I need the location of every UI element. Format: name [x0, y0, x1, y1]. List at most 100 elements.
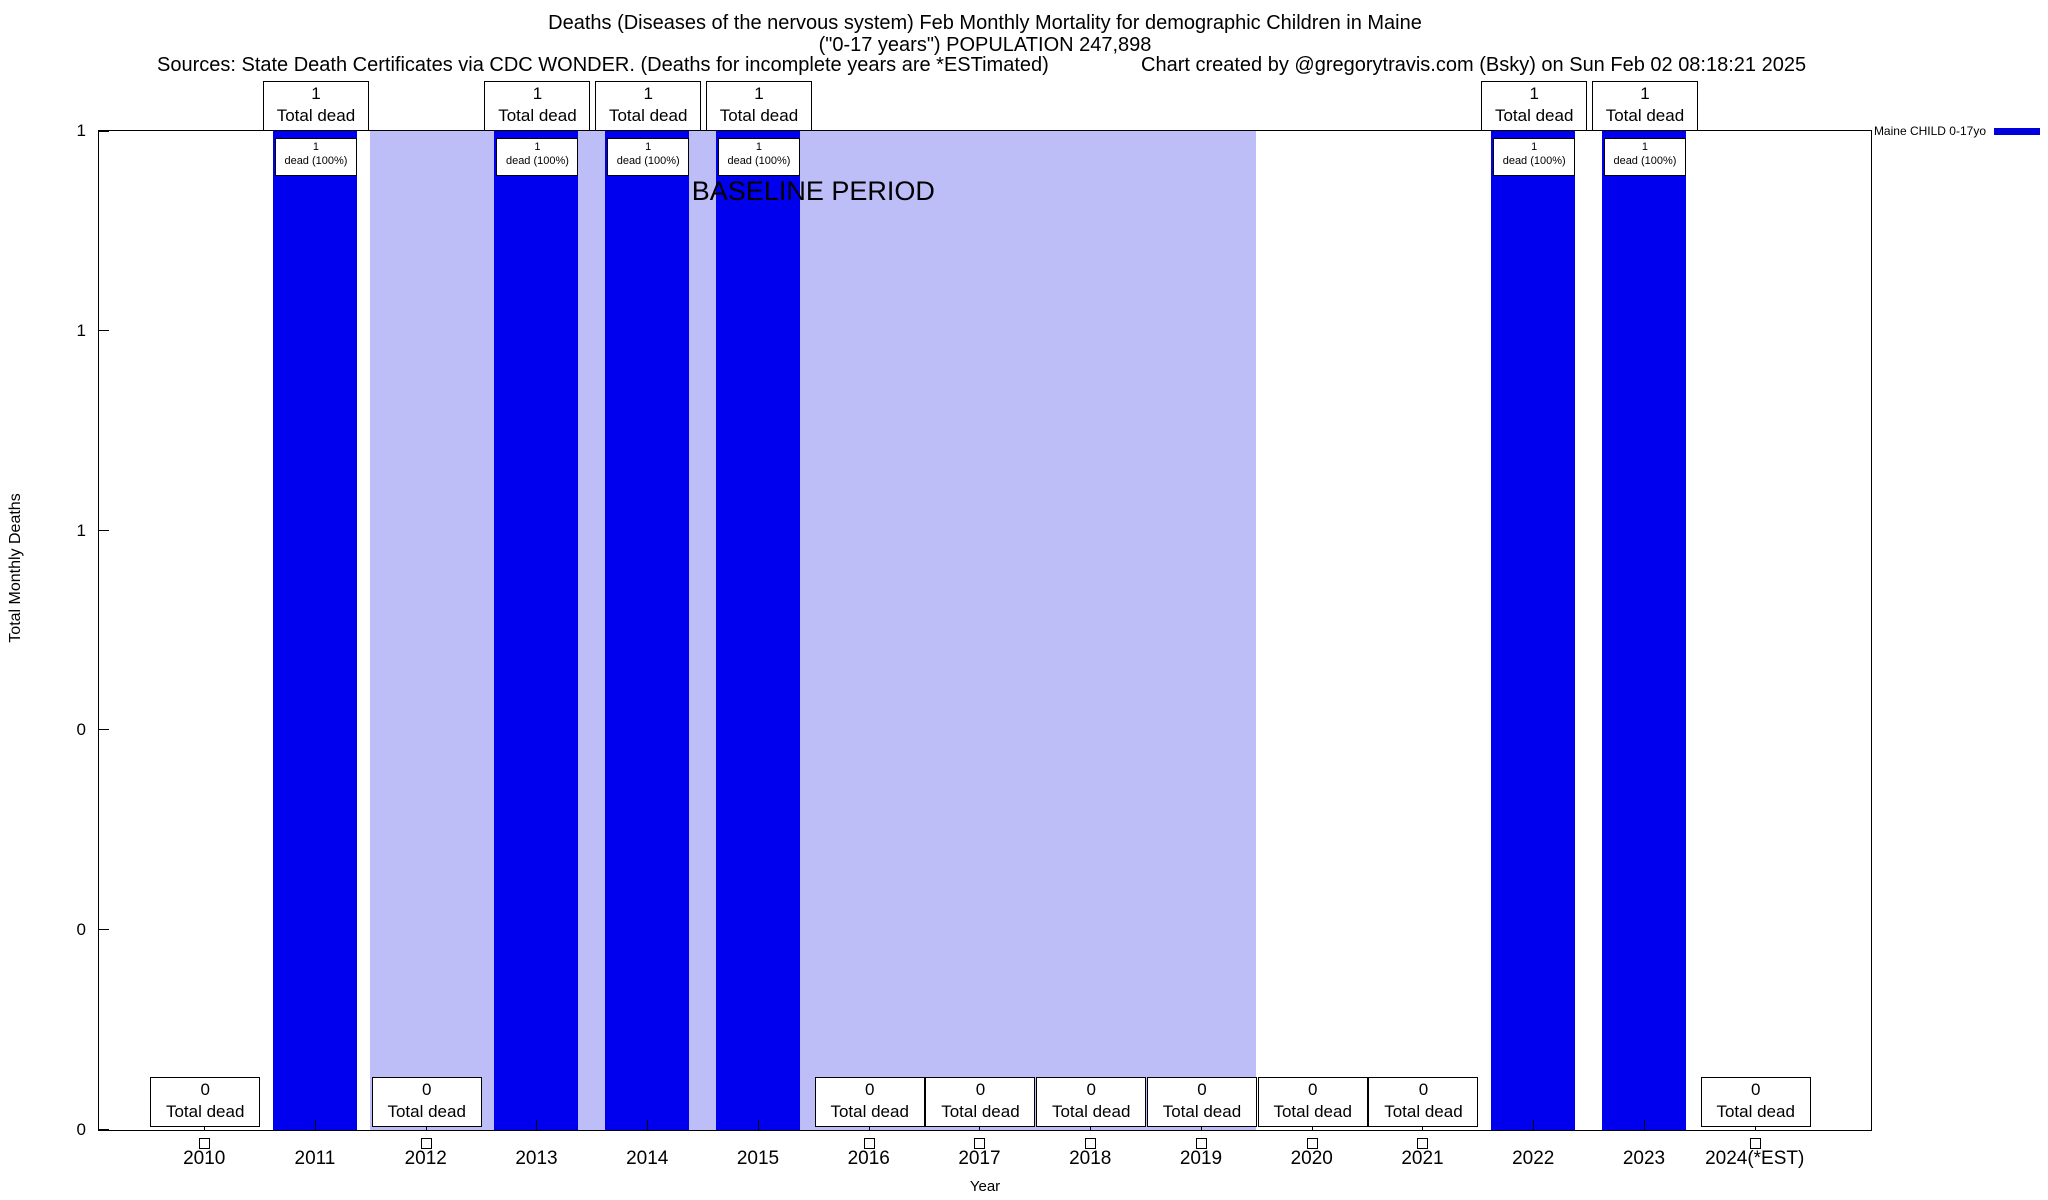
total-dead-box-2015: 1 Total dead: [705, 81, 812, 131]
total-dead-value: 0: [200, 1080, 210, 1099]
total-dead-label: Total dead: [1273, 1102, 1352, 1121]
legend: Maine CHILD 0-17yo: [1874, 124, 2040, 138]
x-tick-mark: [1643, 1120, 1645, 1130]
bar-annotation-2023: 1 dead (100%): [1603, 138, 1686, 176]
y-tick-label: 0: [76, 720, 86, 740]
bar-annotation-pct: dead (100%): [1613, 155, 1677, 167]
total-dead-box-2021: 0 Total dead: [1368, 1077, 1479, 1127]
bar-annotation-pct: dead (100%): [505, 155, 569, 167]
total-dead-label: Total dead: [830, 1102, 909, 1121]
total-dead-value: 0: [1307, 1080, 1318, 1099]
y-tick-mark: [99, 729, 109, 731]
plot-area: BASELINE PERIOD 0 Total dead 1 dead (100%) 0 T…: [98, 130, 1872, 1131]
zero-marker-2017: [974, 1138, 986, 1149]
bar-annotation-2022: 1 dead (100%): [1493, 138, 1576, 176]
total-dead-label: Total dead: [608, 106, 688, 125]
bar-annotation-2014: 1 dead (100%): [607, 138, 690, 176]
total-dead-value: 1: [754, 84, 764, 103]
zero-marker-2020: [1306, 1138, 1318, 1149]
total-dead-value: 0: [1418, 1080, 1429, 1099]
total-dead-box-2019: 0 Total dead: [1146, 1077, 1257, 1127]
total-dead-box-2024(*EST): 0 Total dead: [1700, 1077, 1811, 1127]
y-tick-mark: [99, 929, 109, 931]
zero-marker-2012: [420, 1138, 432, 1149]
x-tick-label-2022: 2022: [1512, 1148, 1555, 1169]
x-tick-label-2023: 2023: [1622, 1148, 1666, 1169]
x-tick-label-2012: 2012: [404, 1148, 447, 1169]
total-dead-label: Total dead: [1162, 1102, 1242, 1121]
x-tick-mark: [1533, 1120, 1535, 1130]
y-tick-mark: [99, 131, 109, 132]
chart-subtitle: ("0-17 years") POPULATION 247,898: [818, 34, 1152, 56]
total-dead-label: Total dead: [941, 1102, 1020, 1121]
bar-annotation-value: 1: [645, 141, 652, 153]
total-dead-box-2010: 0 Total dead: [150, 1077, 261, 1127]
x-tick-label-2019: 2019: [1179, 1148, 1223, 1169]
total-dead-value: 0: [975, 1080, 986, 1099]
y-tick-label: 1: [76, 320, 86, 340]
chart-title: Deaths (Diseases of the nervous system) …: [548, 12, 1422, 34]
y-tick-label: 0: [76, 1120, 86, 1139]
x-tick-label-2021: 2021: [1401, 1148, 1444, 1169]
y-tick-label: 1: [76, 520, 86, 540]
x-tick-mark: [314, 1120, 316, 1130]
total-dead-value: 1: [1529, 84, 1539, 103]
total-dead-value: 1: [532, 84, 543, 103]
total-dead-value: 1: [1640, 84, 1650, 103]
x-tick-label-2011: 2011: [294, 1148, 336, 1169]
total-dead-label: Total dead: [498, 106, 577, 125]
bar-2022: [1491, 131, 1576, 1130]
credit-note: Chart created by @gregorytravis.com (Bsk…: [1141, 54, 1807, 76]
total-dead-label: Total dead: [1605, 106, 1685, 125]
x-tick-label-2010: 2010: [183, 1148, 226, 1169]
total-dead-label: Total dead: [1716, 1102, 1795, 1121]
zero-marker-2024(*EST): [1749, 1138, 1761, 1149]
total-dead-value: 0: [1750, 1080, 1761, 1099]
bar-2014: [605, 131, 690, 1130]
sources-note: Sources: State Death Certificates via CD…: [157, 54, 1049, 76]
total-dead-box-2016: 0 Total dead: [814, 1077, 925, 1127]
zero-marker-2018: [1085, 1138, 1097, 1149]
bar-2015: [715, 131, 800, 1130]
total-dead-value: 0: [421, 1080, 432, 1099]
total-dead-box-2022: 1 Total dead: [1481, 81, 1588, 131]
bar-annotation-2015: 1 dead (100%): [717, 138, 800, 176]
total-dead-label: Total dead: [1384, 1102, 1463, 1121]
y-tick-mark: [99, 529, 109, 531]
bar-annotation-value: 1: [755, 141, 763, 153]
bar-annotation-2013: 1 dead (100%): [496, 138, 579, 176]
bar-2023: [1601, 131, 1686, 1130]
total-dead-box-2017: 0 Total dead: [925, 1077, 1036, 1127]
y-tick-label: 1: [76, 121, 86, 140]
bar-annotation-pct: dead (100%): [727, 155, 791, 167]
total-dead-box-2023: 1 Total dead: [1591, 81, 1698, 131]
total-dead-label: Total dead: [1494, 106, 1574, 125]
y-tick-label: 0: [76, 920, 86, 940]
bar-2013: [494, 131, 579, 1130]
x-tick-label-2016: 2016: [847, 1148, 890, 1169]
total-dead-box-2012: 0 Total dead: [371, 1077, 482, 1127]
y-tick-mark: [99, 1129, 109, 1130]
total-dead-box-2013: 1 Total dead: [484, 81, 591, 131]
zero-marker-2021: [1417, 1138, 1429, 1149]
bar-annotation-value: 1: [534, 141, 541, 153]
total-dead-value: 0: [1086, 1080, 1096, 1099]
bar-2011: [272, 131, 357, 1130]
x-axis-title: Year: [969, 1178, 1001, 1195]
zero-marker-2019: [1195, 1138, 1207, 1149]
bar-annotation-value: 1: [312, 141, 320, 153]
x-tick-label-2020: 2020: [1290, 1148, 1333, 1169]
total-dead-box-2020: 0 Total dead: [1257, 1077, 1368, 1127]
x-tick-label-2017: 2017: [958, 1148, 1001, 1169]
total-dead-box-2014: 1 Total dead: [595, 81, 702, 131]
baseline-period-label: BASELINE PERIOD: [691, 176, 935, 206]
x-tick-label-2024(*EST): 2024(*EST): [1705, 1148, 1805, 1169]
x-tick-mark: [647, 1120, 649, 1130]
bar-annotation-pct: dead (100%): [1502, 155, 1566, 167]
bar-annotation-pct: dead (100%): [616, 155, 680, 167]
zero-marker-2016: [863, 1138, 875, 1149]
bar-annotation-value: 1: [1641, 141, 1649, 153]
x-tick-mark: [757, 1120, 759, 1130]
total-dead-label: Total dead: [165, 1102, 245, 1121]
